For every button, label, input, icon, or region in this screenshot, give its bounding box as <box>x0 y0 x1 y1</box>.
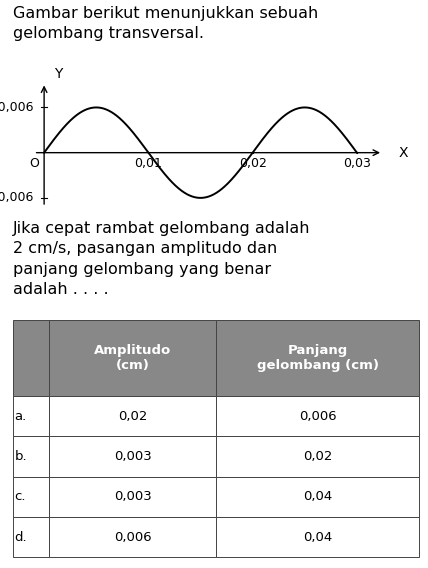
Text: +0,006: +0,006 <box>0 101 34 114</box>
Text: -0,006: -0,006 <box>0 191 34 204</box>
Text: Gambar berikut menunjukkan sebuah
gelombang transversal.: Gambar berikut menunjukkan sebuah gelomb… <box>13 6 318 41</box>
Text: Jika cepat rambat gelombang adalah
2 cm/s, pasangan amplitudo dan
panjang gelomb: Jika cepat rambat gelombang adalah 2 cm/… <box>13 221 310 297</box>
Text: 0,03: 0,03 <box>343 157 371 170</box>
Text: 0,01: 0,01 <box>134 157 162 170</box>
Text: X: X <box>398 145 408 160</box>
Text: 0,02: 0,02 <box>239 157 267 170</box>
Text: Y: Y <box>54 67 63 81</box>
Text: O: O <box>29 157 39 170</box>
